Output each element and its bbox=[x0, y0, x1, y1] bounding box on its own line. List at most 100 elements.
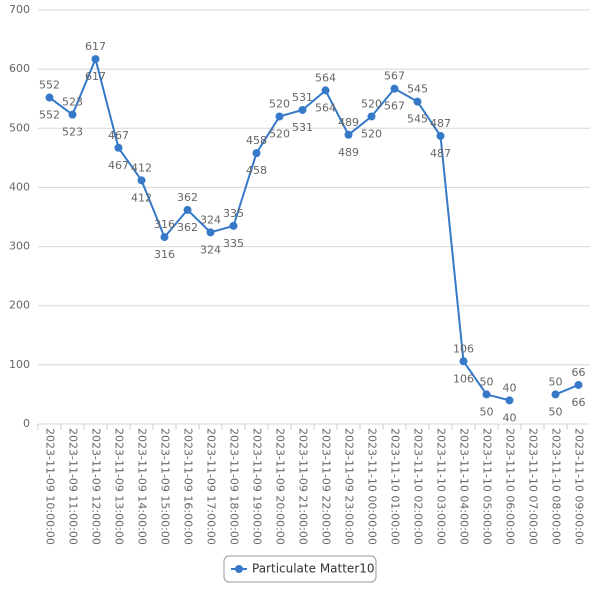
data-label: 50 bbox=[549, 405, 563, 418]
data-label: 412 bbox=[131, 191, 152, 204]
data-point bbox=[114, 143, 123, 152]
data-label: 564 bbox=[315, 71, 336, 84]
x-tick-label: 2023-11-10 09:00:00 bbox=[573, 428, 586, 545]
data-point bbox=[367, 112, 376, 121]
data-point bbox=[45, 93, 54, 102]
data-label: 467 bbox=[108, 129, 129, 142]
legend-marker bbox=[235, 565, 243, 573]
data-point bbox=[413, 97, 422, 106]
data-label: 66 bbox=[572, 396, 586, 409]
x-tick-label: 2023-11-09 19:00:00 bbox=[251, 428, 264, 545]
data-label: 520 bbox=[361, 127, 382, 140]
data-label: 412 bbox=[131, 161, 152, 174]
data-line bbox=[48, 55, 579, 402]
data-label: 40 bbox=[503, 411, 517, 424]
x-tick-label: 2023-11-09 14:00:00 bbox=[136, 428, 149, 545]
data-point bbox=[229, 221, 238, 230]
x-tick-label: 2023-11-10 08:00:00 bbox=[550, 428, 563, 545]
data-point bbox=[275, 112, 284, 121]
y-tick-label: 100 bbox=[9, 358, 30, 371]
data-point bbox=[574, 380, 583, 389]
data-label: 487 bbox=[430, 147, 451, 160]
y-tick-label: 200 bbox=[9, 299, 30, 312]
data-point bbox=[482, 390, 491, 399]
data-label: 106 bbox=[453, 342, 474, 355]
data-label: 335 bbox=[223, 207, 244, 220]
data-label: 617 bbox=[85, 40, 106, 53]
data-point bbox=[505, 396, 514, 405]
data-point bbox=[344, 130, 353, 139]
data-label: 567 bbox=[384, 100, 405, 113]
data-label: 458 bbox=[246, 134, 267, 147]
data-label: 531 bbox=[292, 121, 313, 134]
data-label: 316 bbox=[154, 218, 175, 231]
data-point bbox=[390, 84, 399, 93]
x-tick-label: 2023-11-09 11:00:00 bbox=[67, 428, 80, 545]
x-tick-label: 2023-11-10 02:00:00 bbox=[412, 428, 425, 545]
data-point bbox=[160, 233, 169, 242]
data-label: 316 bbox=[154, 248, 175, 261]
data-point bbox=[137, 176, 146, 185]
data-label: 106 bbox=[453, 372, 474, 385]
x-tick-label: 2023-11-10 07:00:00 bbox=[527, 428, 540, 545]
x-tick-label: 2023-11-09 23:00:00 bbox=[343, 428, 356, 545]
y-tick-label: 300 bbox=[9, 240, 30, 253]
data-label: 324 bbox=[200, 213, 221, 226]
data-point bbox=[436, 131, 445, 140]
data-label: 531 bbox=[292, 91, 313, 104]
data-label: 552 bbox=[39, 79, 60, 92]
x-tick-label: 2023-11-09 12:00:00 bbox=[90, 428, 103, 545]
data-label: 617 bbox=[85, 70, 106, 83]
data-label: 66 bbox=[572, 366, 586, 379]
x-tick-label: 2023-11-09 16:00:00 bbox=[182, 428, 195, 545]
data-label: 50 bbox=[480, 405, 494, 418]
data-label: 50 bbox=[480, 375, 494, 388]
x-tick-label: 2023-11-09 17:00:00 bbox=[205, 428, 218, 545]
data-label: 487 bbox=[430, 117, 451, 130]
data-label: 467 bbox=[108, 159, 129, 172]
data-label: 564 bbox=[315, 101, 336, 114]
y-tick-label: 0 bbox=[23, 417, 30, 430]
x-tick-label: 2023-11-10 00:00:00 bbox=[366, 428, 379, 545]
data-label: 523 bbox=[62, 126, 83, 139]
x-tick-label: 2023-11-10 05:00:00 bbox=[481, 428, 494, 545]
data-point bbox=[183, 205, 192, 214]
data-label: 50 bbox=[549, 375, 563, 388]
data-point bbox=[206, 228, 215, 237]
legend: Particulate Matter10 bbox=[223, 555, 377, 583]
legend-box bbox=[223, 555, 377, 583]
x-tick-label: 2023-11-10 03:00:00 bbox=[435, 428, 448, 545]
data-label: 520 bbox=[361, 97, 382, 110]
data-point bbox=[551, 390, 560, 399]
data-label: 324 bbox=[200, 243, 221, 256]
data-point bbox=[298, 105, 307, 114]
data-label: 489 bbox=[338, 116, 359, 129]
legend-label: Particulate Matter10 bbox=[252, 562, 375, 576]
data-point bbox=[68, 110, 77, 119]
data-point bbox=[321, 86, 330, 95]
data-label: 545 bbox=[407, 83, 428, 96]
y-tick-label: 700 bbox=[9, 3, 30, 16]
y-tick-label: 500 bbox=[9, 121, 30, 134]
data-label: 489 bbox=[338, 146, 359, 159]
data-point bbox=[459, 357, 468, 366]
x-tick-label: 2023-11-09 18:00:00 bbox=[228, 428, 241, 545]
data-label: 362 bbox=[177, 221, 198, 234]
data-point bbox=[252, 149, 261, 158]
x-tick-label: 2023-11-10 06:00:00 bbox=[504, 428, 517, 545]
x-tick-label: 2023-11-10 04:00:00 bbox=[458, 428, 471, 545]
data-label: 458 bbox=[246, 164, 267, 177]
data-point bbox=[91, 55, 100, 64]
y-tick-label: 600 bbox=[9, 62, 30, 75]
data-label: 567 bbox=[384, 70, 405, 83]
data-label: 335 bbox=[223, 237, 244, 250]
data-label: 545 bbox=[407, 113, 428, 126]
x-tick-label: 2023-11-09 13:00:00 bbox=[113, 428, 126, 545]
x-tick-label: 2023-11-09 15:00:00 bbox=[159, 428, 172, 545]
data-label: 552 bbox=[39, 109, 60, 122]
data-label: 520 bbox=[269, 127, 290, 140]
x-tick-label: 2023-11-09 21:00:00 bbox=[297, 428, 310, 545]
data-label: 40 bbox=[503, 381, 517, 394]
data-label: 362 bbox=[177, 191, 198, 204]
